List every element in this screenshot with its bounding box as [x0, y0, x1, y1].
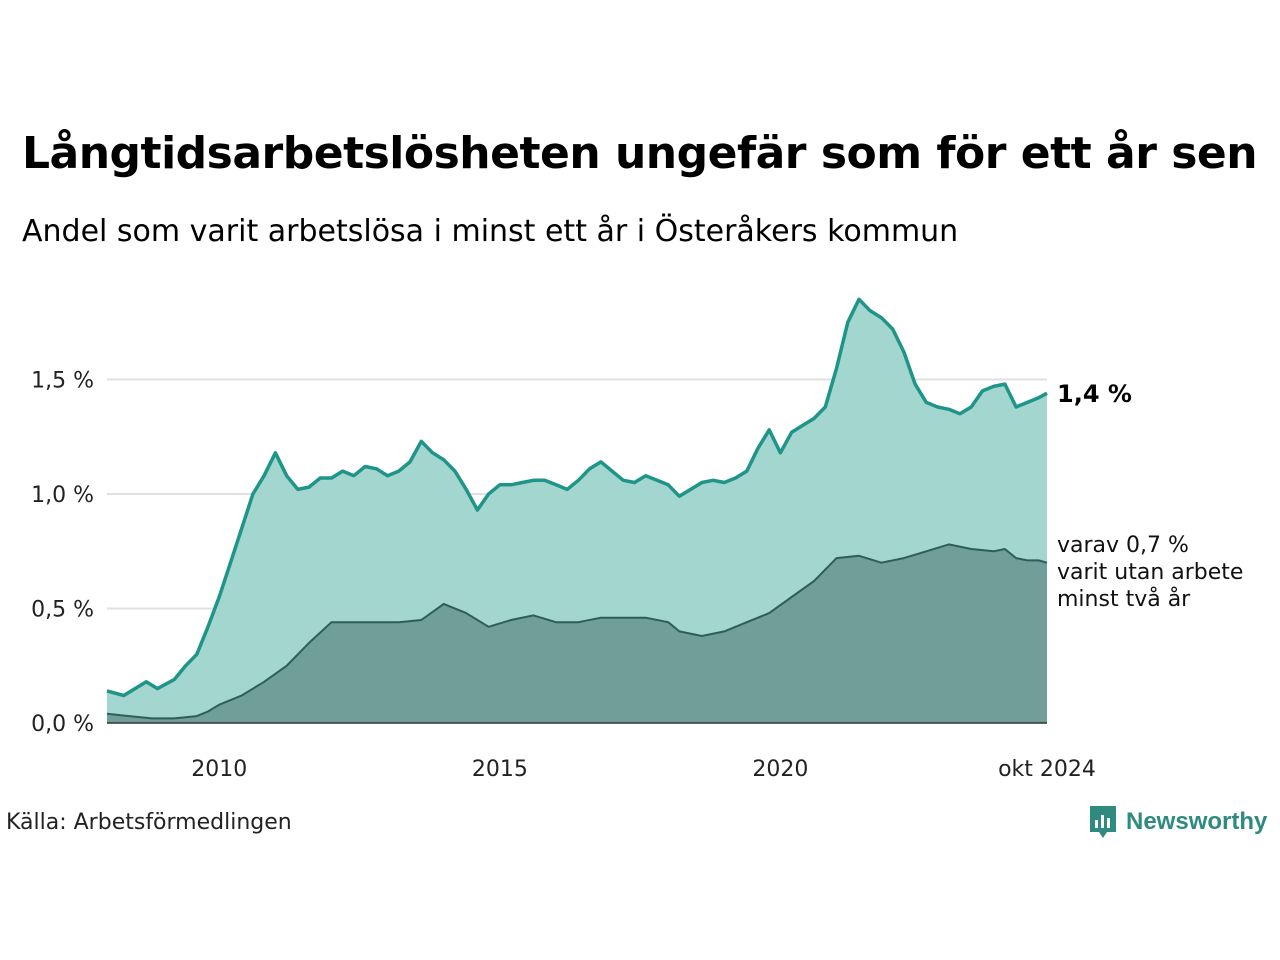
chart-title: Långtidsarbetslösheten ungefär som för e…: [22, 128, 1258, 179]
sub-label-line: minst två år: [1057, 586, 1191, 612]
sub-series-label: varav 0,7 % varit utan arbete minst två …: [1057, 533, 1250, 612]
x-tick-label: okt 2024: [998, 757, 1096, 782]
y-tick-label: 0,5 %: [31, 598, 94, 623]
sub-label-line: varit utan arbete: [1057, 560, 1243, 585]
y-axis-ticks: 0,0 % 0,5 % 1,0 % 1,5 %: [31, 369, 94, 738]
source-note: Källa: Arbetsförmedlingen: [6, 810, 292, 835]
x-tick-label: 2010: [191, 757, 247, 782]
brand-name: Newsworthy: [1126, 808, 1268, 835]
chart-subtitle: Andel som varit arbetslösa i minst ett å…: [22, 214, 959, 249]
two-year-unemployed-line: [106, 543, 1048, 720]
y-tick-label: 1,5 %: [31, 369, 94, 394]
y-tick-label: 0,0 %: [31, 712, 94, 737]
x-axis-ticks: 2010 2015 2020 okt 2024: [191, 757, 1096, 782]
newsworthy-logo-icon: [1090, 806, 1116, 838]
x-tick-label: 2015: [472, 757, 528, 782]
end-value-label: 1,4 %: [1057, 380, 1132, 408]
brand-logo: Newsworthy: [1088, 804, 1267, 840]
x-tick-label: 2020: [752, 757, 808, 782]
long-term-unemployed-line: [106, 297, 1048, 698]
sub-label-line: varav 0,7 %: [1057, 533, 1189, 558]
two-year-unemployed-area: [107, 544, 1047, 723]
series-group: [106, 297, 1048, 724]
y-tick-label: 1,0 %: [31, 483, 94, 508]
